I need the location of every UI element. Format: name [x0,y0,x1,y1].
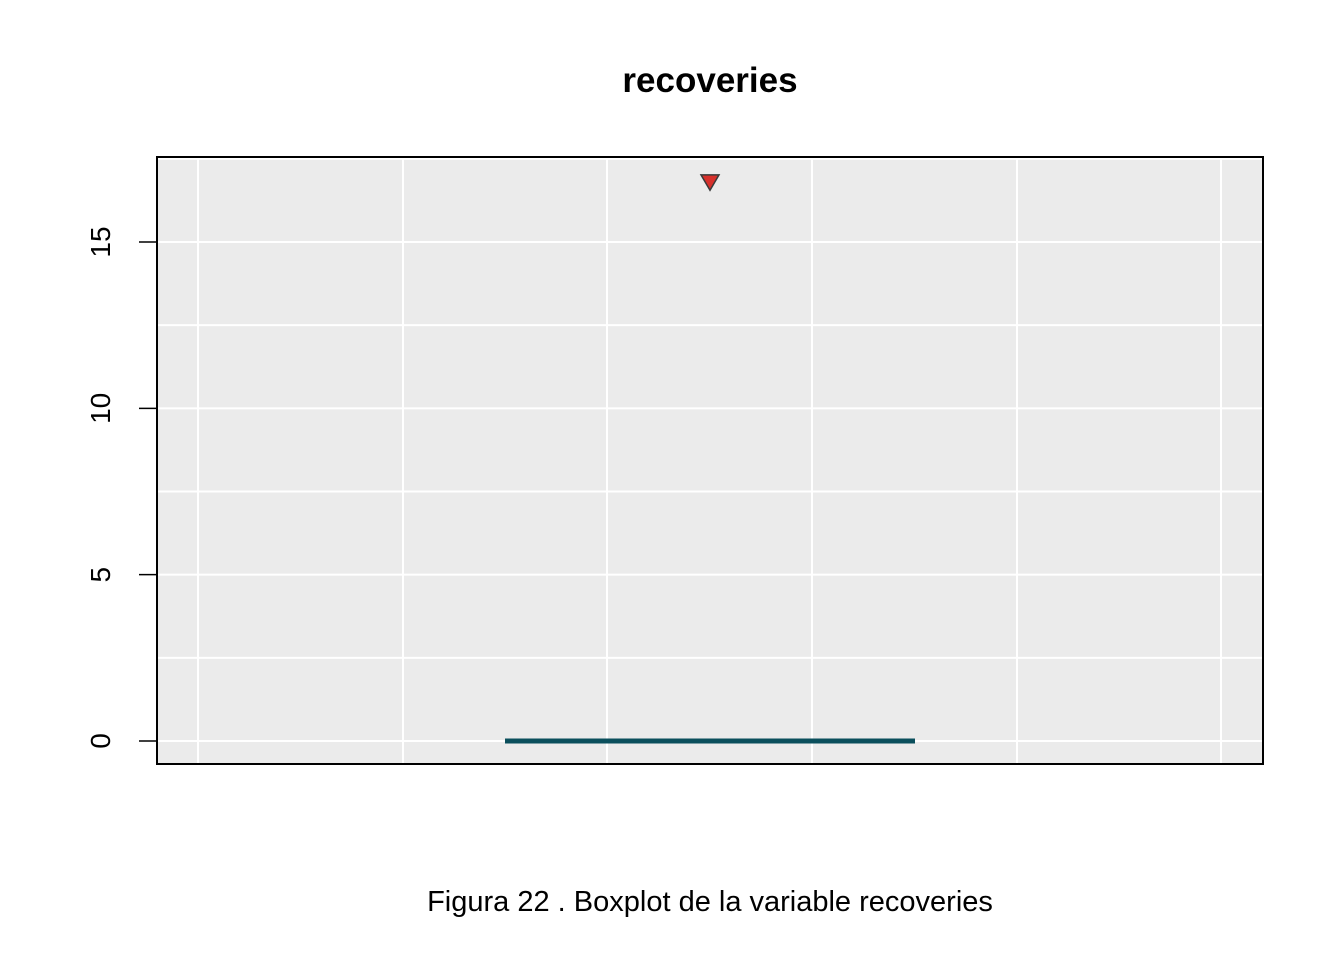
y-tick-label: 15 [85,226,116,257]
chart-title: recoveries [622,61,797,100]
y-tick-label: 5 [85,567,116,583]
figure-caption: Figura 22 . Boxplot de la variable recov… [427,886,993,918]
y-tick-label: 0 [85,733,116,749]
y-axis: 0 5 10 15 [85,226,157,748]
y-tick-label: 10 [85,393,116,424]
plot-panel [157,157,1263,764]
